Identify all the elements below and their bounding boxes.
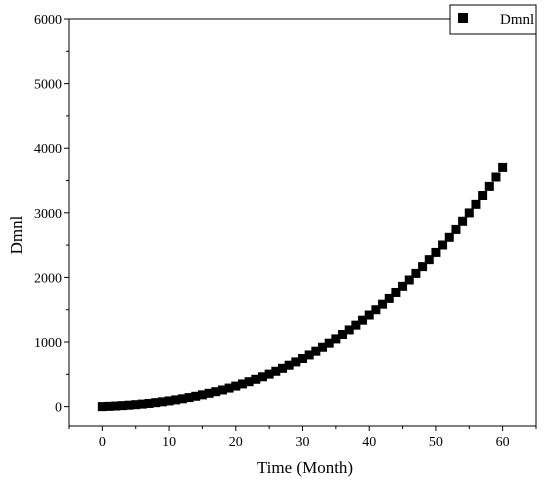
data-point	[478, 190, 488, 200]
data-point	[191, 391, 201, 401]
x-tick-label: 20	[229, 435, 243, 450]
y-axis-title: Dmnl	[7, 215, 26, 254]
data-point	[411, 268, 421, 278]
data-point	[391, 287, 401, 297]
x-axis: 0 10 20 30 40 50 60	[68, 426, 537, 450]
data-point	[124, 400, 134, 410]
data-point	[204, 388, 214, 398]
data-point	[97, 402, 107, 412]
data-point	[498, 162, 508, 172]
x-tick-label: 50	[429, 435, 443, 450]
data-point	[177, 394, 187, 404]
data-point	[371, 305, 381, 315]
data-point	[144, 398, 154, 408]
data-point	[217, 385, 227, 395]
data-point	[151, 398, 161, 408]
data-point	[404, 275, 414, 285]
data-point	[271, 366, 281, 376]
data-point	[398, 281, 408, 291]
data-point	[257, 372, 267, 382]
y-tick-label: 2000	[34, 271, 62, 286]
data-point	[284, 360, 294, 370]
data-point	[311, 346, 321, 356]
data-point	[324, 338, 334, 348]
data-point	[231, 381, 241, 391]
data-point	[211, 387, 221, 397]
data-point	[137, 399, 147, 409]
y-tick-label: 1000	[34, 336, 62, 351]
x-tick-label: 0	[99, 435, 106, 450]
data-point	[164, 396, 174, 406]
data-point	[104, 401, 114, 411]
data-point	[438, 240, 448, 250]
data-point	[184, 393, 194, 403]
data-point	[484, 181, 494, 191]
x-tick-label: 30	[296, 435, 310, 450]
data-point	[298, 353, 307, 363]
data-point	[264, 369, 274, 379]
data-point	[117, 401, 127, 411]
data-point	[491, 172, 501, 182]
data-point	[331, 334, 341, 344]
data-point	[318, 342, 328, 352]
data-point	[344, 325, 354, 335]
data-point	[424, 255, 434, 265]
data-point	[464, 208, 474, 218]
data-point	[418, 262, 428, 272]
y-tick-label: 6000	[34, 13, 62, 28]
data-point	[237, 379, 247, 389]
data-point	[171, 395, 181, 405]
data-point	[251, 374, 261, 384]
data-point	[304, 350, 314, 360]
legend-marker	[458, 13, 468, 23]
data-point	[351, 320, 361, 330]
data-point	[291, 357, 301, 367]
data-point	[244, 377, 254, 387]
data-point	[431, 247, 441, 257]
data-point	[358, 315, 368, 325]
data-point	[444, 232, 454, 242]
x-axis-title: Time (Month)	[257, 458, 353, 477]
y-axis: 0 1000 2000 3000 4000 5000 6000	[34, 13, 69, 416]
data-point	[157, 397, 167, 407]
legend-label: Dmnl	[500, 12, 534, 28]
data-point	[471, 199, 481, 209]
data-point	[131, 400, 141, 410]
y-tick-label: 0	[55, 401, 62, 416]
y-tick-label: 5000	[34, 78, 62, 93]
data-point	[364, 310, 374, 320]
y-tick-label: 4000	[34, 142, 62, 157]
data-point	[384, 293, 394, 303]
data-points	[97, 162, 508, 412]
x-tick-label: 60	[496, 435, 510, 450]
x-tick-label: 10	[162, 435, 176, 450]
legend: Dmnl	[449, 4, 537, 35]
data-point	[338, 330, 348, 340]
data-point	[277, 363, 287, 373]
data-point	[378, 299, 388, 309]
data-point	[197, 390, 207, 400]
y-tick-label: 3000	[34, 207, 62, 222]
data-point	[224, 383, 234, 393]
data-point	[458, 216, 468, 226]
x-tick-label: 40	[362, 435, 376, 450]
data-point	[451, 224, 461, 234]
data-point	[111, 401, 121, 411]
